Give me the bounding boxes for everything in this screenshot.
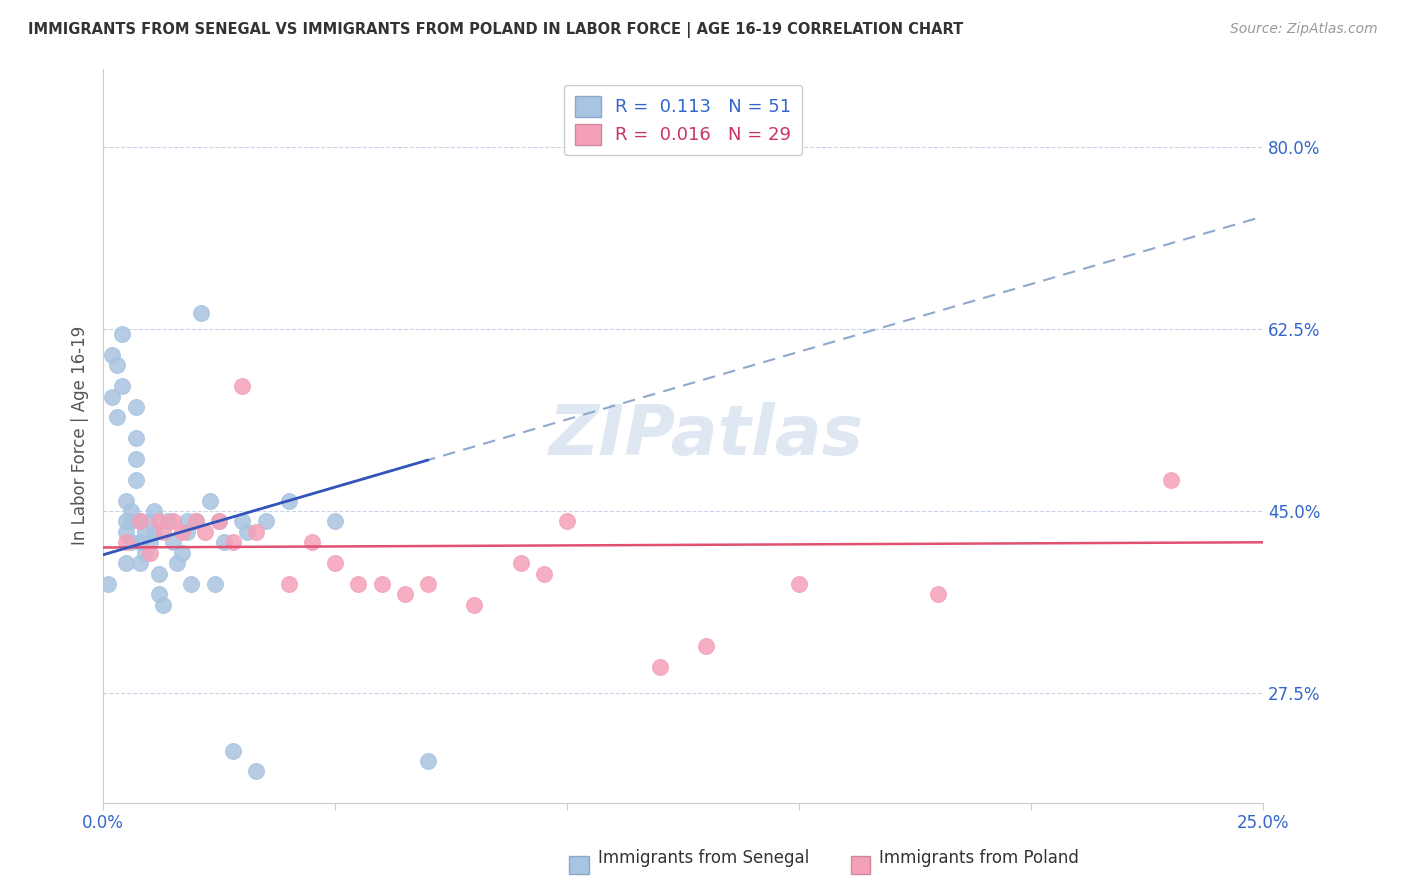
Point (323, 515, 346, 529)
Point (222, 743, 245, 757)
Text: Immigrants from Senegal: Immigrants from Senegal (598, 849, 808, 867)
Point (162, 515, 184, 529)
Point (134, 524, 156, 539)
Point (190, 306, 212, 320)
Point (277, 577, 299, 591)
Point (277, 493, 299, 508)
Point (124, 431, 146, 445)
Point (370, 577, 392, 591)
Point (695, 640, 717, 654)
Point (347, 577, 370, 591)
Point (245, 524, 267, 539)
Point (120, 504, 142, 518)
Point (134, 546, 156, 560)
Point (115, 556, 138, 570)
Point (176, 524, 198, 539)
Point (138, 535, 160, 549)
Text: Source: ZipAtlas.com: Source: ZipAtlas.com (1230, 22, 1378, 37)
Point (115, 524, 138, 539)
Point (152, 524, 174, 539)
Point (129, 515, 152, 529)
Point (236, 524, 259, 539)
Point (231, 515, 253, 529)
Point (143, 524, 166, 539)
Point (97, 577, 120, 591)
Y-axis label: In Labor Force | Age 16-19: In Labor Force | Age 16-19 (72, 326, 89, 545)
Point (198, 493, 221, 508)
Text: IMMIGRANTS FROM SENEGAL VS IMMIGRANTS FROM POLAND IN LABOR FORCE | AGE 16-19 COR: IMMIGRANTS FROM SENEGAL VS IMMIGRANTS FR… (28, 22, 963, 38)
Point (184, 515, 207, 529)
Point (138, 546, 160, 560)
Point (194, 524, 217, 539)
Point (212, 535, 235, 549)
Legend: R =  0.113   N = 51, R =  0.016   N = 29: R = 0.113 N = 51, R = 0.016 N = 29 (564, 85, 801, 155)
Text: ZIPatlas: ZIPatlas (548, 402, 863, 469)
Point (184, 515, 207, 529)
Point (111, 326, 134, 341)
Point (927, 587, 949, 601)
Text: Immigrants from Poland: Immigrants from Poland (879, 849, 1078, 867)
Point (129, 556, 152, 570)
Point (138, 515, 160, 529)
Point (129, 515, 152, 529)
Point (170, 524, 193, 539)
Point (143, 504, 166, 518)
Point (124, 400, 146, 414)
Point (787, 577, 810, 591)
Point (105, 410, 128, 425)
Point (157, 515, 180, 529)
Point (180, 577, 202, 591)
Point (115, 535, 138, 549)
Point (101, 390, 124, 404)
Point (509, 556, 531, 570)
Point (204, 577, 226, 591)
Point (105, 358, 128, 372)
Point (533, 566, 555, 581)
Point (115, 493, 138, 508)
Point (648, 660, 671, 674)
Point (416, 577, 439, 591)
Point (111, 379, 134, 393)
Point (115, 515, 138, 529)
Point (555, 515, 578, 529)
Point (148, 566, 170, 581)
Point (208, 515, 231, 529)
Point (170, 546, 193, 560)
Point (101, 348, 124, 362)
Point (120, 515, 142, 529)
Point (231, 379, 253, 393)
Point (162, 535, 184, 549)
Point (254, 515, 277, 529)
Point (1160, 473, 1182, 487)
Point (152, 598, 174, 612)
Point (148, 587, 170, 601)
Point (124, 452, 146, 467)
Point (148, 515, 170, 529)
Point (301, 535, 323, 549)
Point (129, 535, 152, 549)
Point (323, 556, 346, 570)
Point (166, 556, 188, 570)
Point (222, 535, 245, 549)
Point (394, 587, 416, 601)
Point (463, 598, 485, 612)
Point (124, 473, 146, 487)
Point (416, 754, 439, 768)
Point (176, 515, 198, 529)
Point (120, 535, 142, 549)
Point (208, 515, 231, 529)
Point (245, 764, 267, 779)
